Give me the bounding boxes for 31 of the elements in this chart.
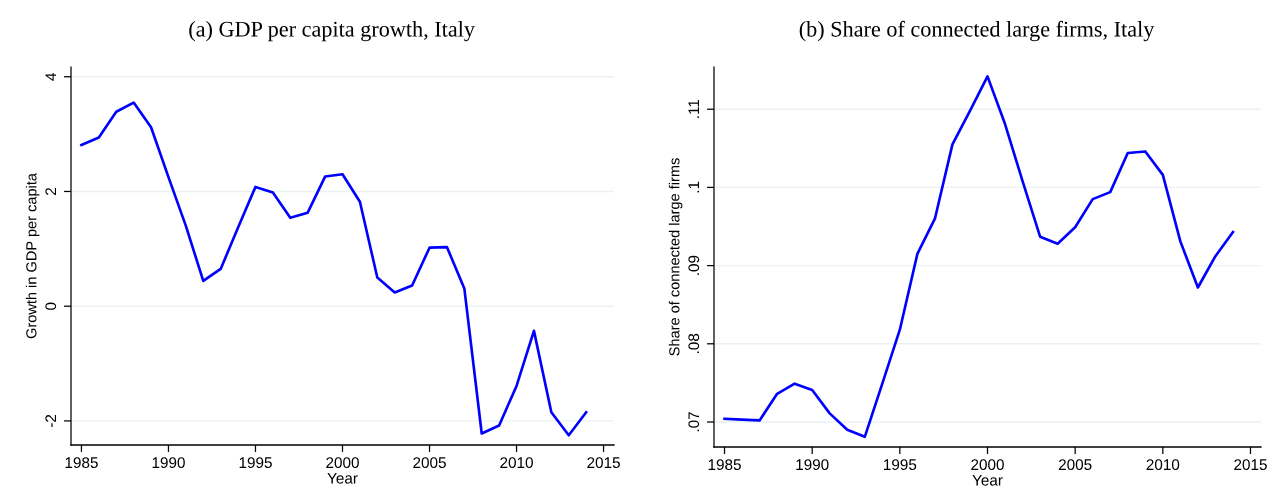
x-tick-label: 2015 xyxy=(587,457,620,469)
y-tick-label: 0 xyxy=(45,302,57,310)
x-tick-label: 1990 xyxy=(796,459,829,471)
x-tick-label: 2005 xyxy=(413,457,446,469)
x-tick-label: 1990 xyxy=(152,457,185,469)
y-axis-title: Share of connected large firms xyxy=(668,158,683,356)
x-tick-label: 2010 xyxy=(500,457,533,469)
chart-title: (b) Share of connected large firms, Italy xyxy=(799,20,1155,42)
x-tick-label: 2000 xyxy=(326,457,359,469)
y-tick-label: 2 xyxy=(45,187,57,195)
x-tick-label: 1985 xyxy=(708,459,741,471)
y-tick-label: .08 xyxy=(688,333,700,354)
chart-title: (a) GDP per capita growth, Italy xyxy=(189,21,475,42)
x-tick-label: 1995 xyxy=(884,459,917,471)
line-series xyxy=(80,101,588,437)
x-tick-label: 2010 xyxy=(1146,459,1180,471)
x-axis-title: Year xyxy=(972,475,1003,486)
y-tick-label: .09 xyxy=(688,255,700,275)
y-tick-label: -2 xyxy=(45,414,57,428)
x-tick-label: 1985 xyxy=(65,457,98,469)
y-tick-label: 4 xyxy=(45,72,57,81)
line-series xyxy=(723,75,1235,439)
y-axis-title: Growth in GDP per capita xyxy=(25,173,40,339)
x-tick-label: 1995 xyxy=(239,457,272,469)
y-tick-label: .1 xyxy=(688,181,700,193)
x-tick-label: 2000 xyxy=(971,459,1004,471)
x-axis-title: Year xyxy=(327,473,358,484)
y-tick-label: .07 xyxy=(688,412,700,432)
x-tick-label: 2015 xyxy=(1234,459,1267,471)
y-tick-label: .11 xyxy=(688,99,700,118)
x-tick-label: 2005 xyxy=(1058,459,1092,471)
